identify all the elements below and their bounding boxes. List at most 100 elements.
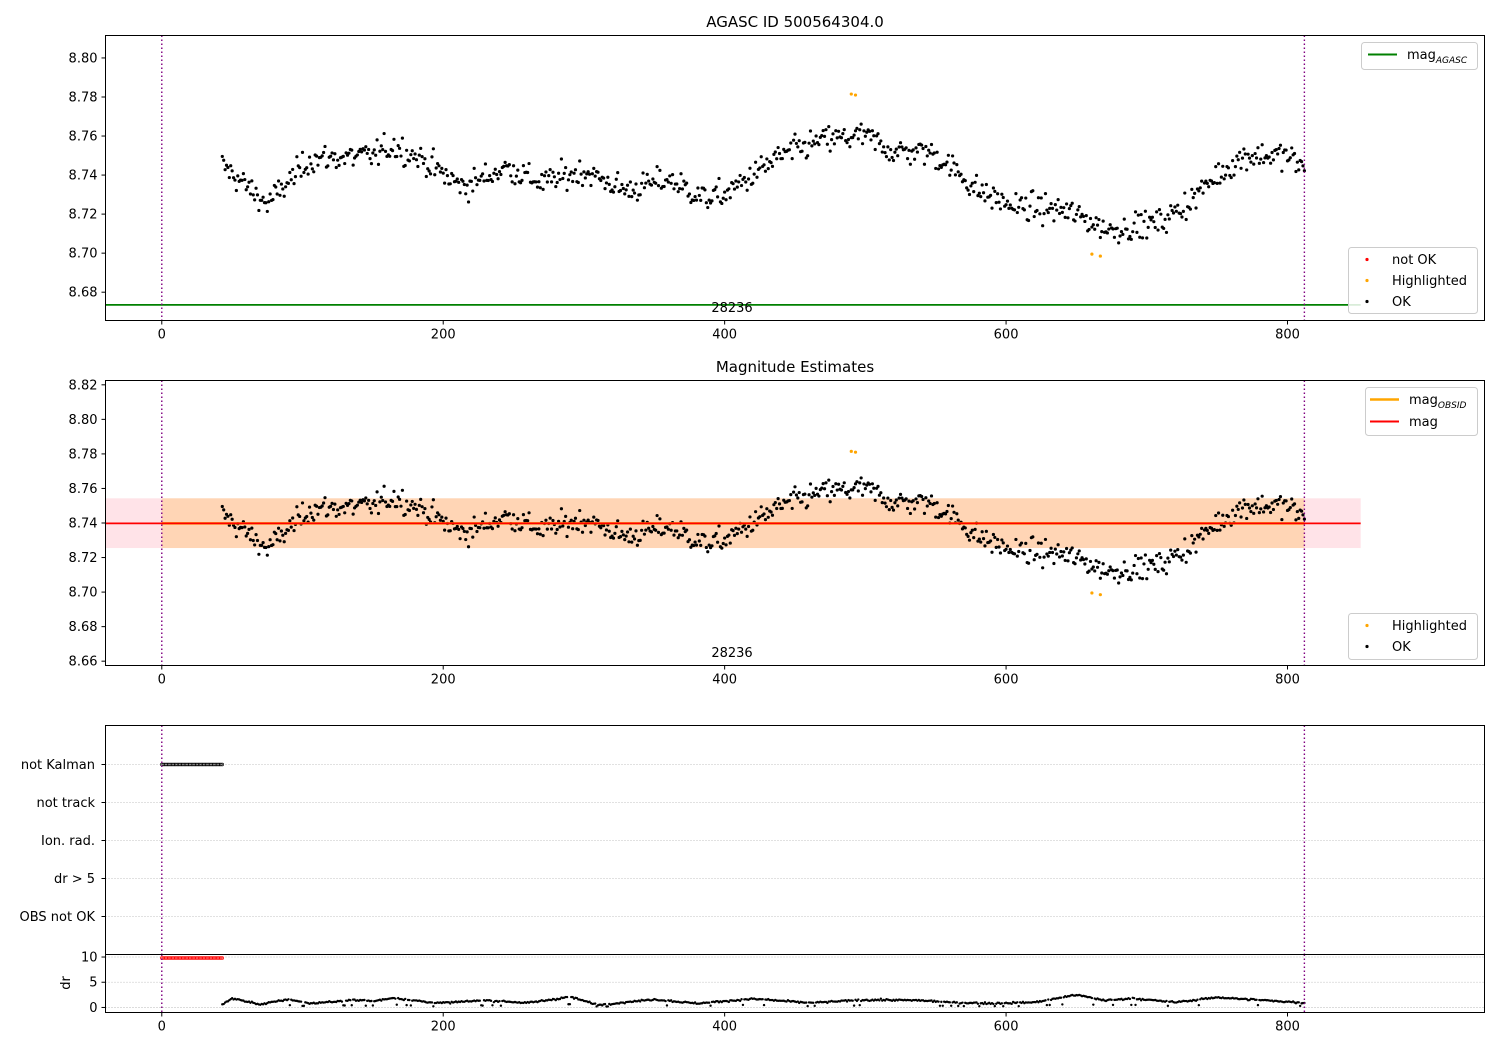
data-point [817, 494, 821, 498]
data-point [278, 539, 282, 543]
y-tick-label: 8.80 [69, 413, 98, 428]
data-point [535, 185, 540, 189]
data-point [946, 503, 950, 508]
dr-point [430, 1001, 434, 1004]
data-point [1055, 552, 1059, 556]
data-point [431, 498, 435, 502]
data-point [862, 129, 866, 133]
data-point [503, 510, 507, 514]
data-point [388, 504, 392, 508]
data-point [1212, 528, 1216, 532]
data-point [739, 530, 744, 534]
data-point [399, 504, 403, 508]
data-point [383, 149, 388, 153]
data-point [800, 149, 804, 153]
data-point [632, 537, 637, 541]
y-tick-label: 8.80 [69, 51, 98, 66]
data-point [510, 180, 514, 184]
data-point [994, 200, 998, 205]
data-point [769, 510, 773, 514]
data-point [755, 175, 759, 179]
data-point [1250, 154, 1254, 158]
data-point [900, 496, 904, 500]
data-point [300, 150, 305, 154]
panel-magnitude-estimates: Magnitude Estimates 28236 0 200 400 600 800 … [69, 358, 1485, 688]
data-point [1259, 157, 1263, 161]
data-point [1284, 499, 1288, 503]
data-point [623, 538, 627, 542]
data-point [496, 177, 500, 181]
data-point [236, 174, 240, 178]
dr-point [957, 1004, 960, 1008]
data-point [1031, 189, 1035, 193]
data-point [291, 167, 295, 172]
data-point [458, 537, 462, 541]
legend-label: Highlighted [1392, 274, 1467, 289]
data-point [1257, 511, 1261, 515]
data-point [635, 198, 640, 202]
data-point [438, 518, 442, 522]
data-point [993, 189, 997, 193]
data-point [853, 93, 858, 97]
data-point [948, 173, 952, 177]
data-point [890, 505, 894, 509]
x-tick-label: 400 [712, 673, 737, 688]
data-point [1235, 154, 1239, 158]
data-point [302, 170, 306, 175]
data-point [696, 532, 700, 537]
data-point [382, 131, 386, 136]
data-point [1066, 559, 1070, 563]
data-point [516, 168, 520, 172]
data-point [347, 151, 351, 155]
data-point [887, 507, 891, 512]
data-point [1297, 168, 1301, 172]
data-point [1093, 569, 1097, 573]
data-point [724, 198, 728, 202]
data-point [288, 519, 292, 523]
data-point [559, 157, 564, 161]
data-point [355, 503, 359, 507]
data-point [921, 146, 925, 151]
data-point [448, 529, 452, 533]
data-point [649, 530, 654, 534]
x-tick-label: 800 [1275, 328, 1300, 343]
data-point [350, 148, 354, 152]
data-point [867, 482, 872, 486]
data-point [1028, 548, 1032, 553]
data-point [1036, 541, 1041, 545]
data-point [1249, 509, 1253, 514]
data-point [990, 550, 994, 554]
data-point [935, 150, 939, 154]
data-point [261, 540, 265, 545]
data-point [807, 493, 811, 497]
data-point [367, 147, 371, 152]
data-point [293, 175, 298, 179]
data-point [279, 182, 283, 186]
data-point [1053, 547, 1057, 551]
data-point [1049, 202, 1053, 206]
data-point [1301, 164, 1305, 168]
data-point [716, 540, 720, 544]
data-point [752, 172, 756, 176]
data-point [810, 495, 814, 499]
data-point [638, 538, 642, 542]
data-point [1155, 553, 1159, 558]
dr-point [349, 998, 352, 1002]
data-point [544, 518, 548, 522]
data-point [569, 170, 573, 174]
data-point [1218, 181, 1222, 185]
data-point [869, 490, 873, 494]
data-point [908, 511, 912, 516]
data-point [527, 161, 531, 166]
data-point [647, 526, 651, 530]
data-point [1138, 576, 1142, 580]
data-point [897, 496, 901, 500]
data-point [573, 168, 578, 172]
data-point [870, 129, 874, 133]
data-point [654, 528, 658, 532]
data-point [376, 162, 381, 166]
data-point [1276, 502, 1280, 506]
data-point [1143, 209, 1147, 213]
data-point [634, 529, 638, 533]
data-point [998, 207, 1003, 211]
